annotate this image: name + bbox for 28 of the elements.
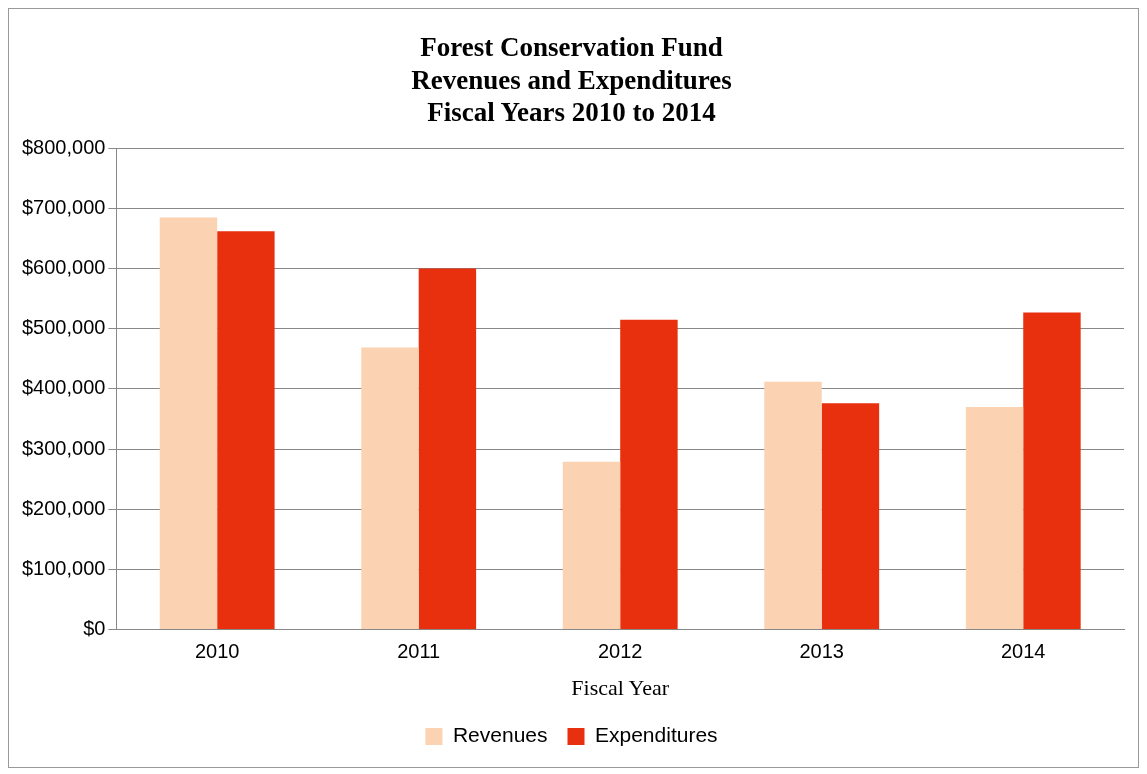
bar: [217, 231, 275, 630]
bar: [620, 319, 678, 630]
y-tick-label: $400,000: [22, 376, 106, 399]
bar: [821, 403, 880, 630]
bar: [1023, 312, 1081, 630]
chart-title: Forest Conservation Fund Revenues and Expenditures Fiscal Years 2010 to 2014: [411, 32, 732, 127]
bar: [418, 268, 477, 630]
y-tick-label: $300,000: [22, 436, 106, 459]
legend-label: Expenditures: [594, 723, 718, 747]
y-tick-label: $700,000: [22, 195, 106, 218]
x-tick-label: 2010: [194, 640, 240, 663]
x-tick-label: 2013: [799, 640, 844, 663]
legend-label: Revenues: [452, 723, 548, 747]
x-tick-label: 2014: [1000, 640, 1046, 663]
y-tick-label: $100,000: [22, 556, 106, 579]
x-tick-label: 2012: [597, 640, 643, 663]
bar: [159, 217, 218, 630]
x-tick-label: 2011: [397, 640, 441, 663]
y-tick-label: $600,000: [22, 256, 106, 279]
y-tick-label: $800,000: [22, 135, 106, 158]
y-tick-label: $500,000: [22, 316, 106, 339]
bar: [361, 347, 419, 630]
bar: [562, 461, 621, 630]
bar: [764, 381, 822, 630]
x-axis-title: Fiscal Year: [571, 674, 670, 700]
y-tick-label: $0: [83, 617, 106, 640]
y-tick-label: $200,000: [22, 496, 106, 519]
bar: [965, 406, 1024, 630]
